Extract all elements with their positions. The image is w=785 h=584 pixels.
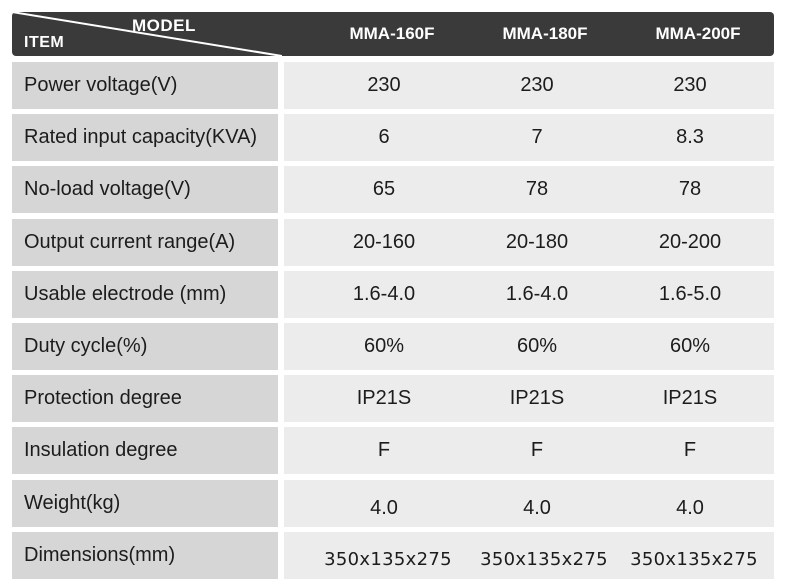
cell-value: F bbox=[377, 439, 391, 462]
value-band bbox=[284, 531, 774, 579]
cell-value: 350x135x275 bbox=[480, 548, 608, 570]
cell-value: 4.0 bbox=[370, 496, 398, 519]
table-row: Dimensions(mm) 350x135x275 350x135x275 3… bbox=[12, 531, 774, 579]
header-diagonal-divider bbox=[12, 12, 282, 56]
cell-value: 78 bbox=[525, 178, 549, 201]
cell-value: F bbox=[683, 439, 697, 462]
cell-value: 4.0 bbox=[676, 496, 704, 519]
row-label: Insulation degree bbox=[12, 427, 278, 475]
table-row: Insulation degree F F F bbox=[12, 427, 774, 475]
cell-value: 230 bbox=[367, 74, 401, 96]
cell-value: 350x135x275 bbox=[630, 548, 758, 570]
cell-value: 230 bbox=[673, 74, 707, 96]
value-band bbox=[284, 427, 774, 475]
cell-value: 1.6-4.0 bbox=[352, 282, 416, 305]
row-label: No-load voltage(V) bbox=[12, 166, 278, 214]
cell-value: 78 bbox=[678, 178, 702, 201]
table-row: Usable electrode (mm) 1.6-4.0 1.6-4.0 1.… bbox=[12, 270, 774, 318]
cell-value: 1.6-4.0 bbox=[505, 282, 569, 305]
cell-value: 7 bbox=[531, 126, 543, 149]
model-column-header: MMA-160F bbox=[349, 24, 435, 43]
cell-value: 1.6-5.0 bbox=[658, 282, 722, 305]
cell-value: 60% bbox=[363, 334, 405, 357]
cell-value: F bbox=[530, 439, 544, 462]
value-band bbox=[284, 479, 774, 527]
table-row: Output current range(A) 20-160 20-180 20… bbox=[12, 218, 774, 266]
spec-table-body: Power voltage(V) 230 230 230 Rated input… bbox=[12, 62, 774, 584]
cell-value: IP21S bbox=[356, 387, 412, 410]
cell-value: 4.0 bbox=[523, 496, 551, 519]
cell-value: 8.3 bbox=[676, 126, 704, 149]
cell-value: IP21S bbox=[662, 387, 718, 410]
row-label: Power voltage(V) bbox=[12, 62, 278, 109]
cell-value: IP21S bbox=[509, 387, 565, 410]
row-label: Protection degree bbox=[12, 375, 278, 423]
value-band bbox=[284, 375, 774, 423]
value-band bbox=[284, 166, 774, 214]
table-row: Rated input capacity(KVA) 6 7 8.3 bbox=[12, 114, 774, 162]
item-header-label: ITEM bbox=[24, 34, 65, 51]
spec-table-header: MODEL ITEM MMA-160F MMA-180F MMA-200F bbox=[12, 12, 774, 56]
cell-value: 350x135x275 bbox=[324, 548, 452, 570]
table-row: Duty cycle(%) 60% 60% 60% bbox=[12, 322, 774, 370]
model-column-header: MMA-200F bbox=[655, 24, 741, 43]
row-label: Duty cycle(%) bbox=[12, 322, 278, 370]
row-label: Weight(kg) bbox=[12, 479, 278, 527]
cell-value: 60% bbox=[669, 334, 711, 357]
cell-value: 60% bbox=[516, 334, 558, 357]
table-row: Power voltage(V) 230 230 230 bbox=[12, 62, 774, 109]
row-label: Usable electrode (mm) bbox=[12, 270, 278, 318]
value-band bbox=[284, 270, 774, 318]
cell-value: 20-180 bbox=[505, 230, 569, 253]
value-band bbox=[284, 322, 774, 370]
cell-value: 230 bbox=[520, 74, 554, 96]
cell-value: 65 bbox=[372, 178, 396, 201]
cell-value: 6 bbox=[378, 126, 390, 149]
row-label: Output current range(A) bbox=[12, 218, 278, 266]
value-band bbox=[284, 62, 774, 109]
row-label: Dimensions(mm) bbox=[12, 531, 278, 579]
value-band bbox=[284, 114, 774, 162]
cell-value: 20-200 bbox=[658, 230, 722, 253]
cell-value: 20-160 bbox=[352, 230, 416, 253]
model-column-header: MMA-180F bbox=[502, 24, 588, 43]
table-row: Protection degree IP21S IP21S IP21S bbox=[12, 375, 774, 423]
model-header-label: MODEL bbox=[132, 16, 196, 35]
value-band bbox=[284, 218, 774, 266]
table-row: No-load voltage(V) 65 78 78 bbox=[12, 166, 774, 214]
row-label: Rated input capacity(KVA) bbox=[12, 114, 278, 162]
table-row: Weight(kg) 4.0 4.0 4.0 bbox=[12, 479, 774, 527]
